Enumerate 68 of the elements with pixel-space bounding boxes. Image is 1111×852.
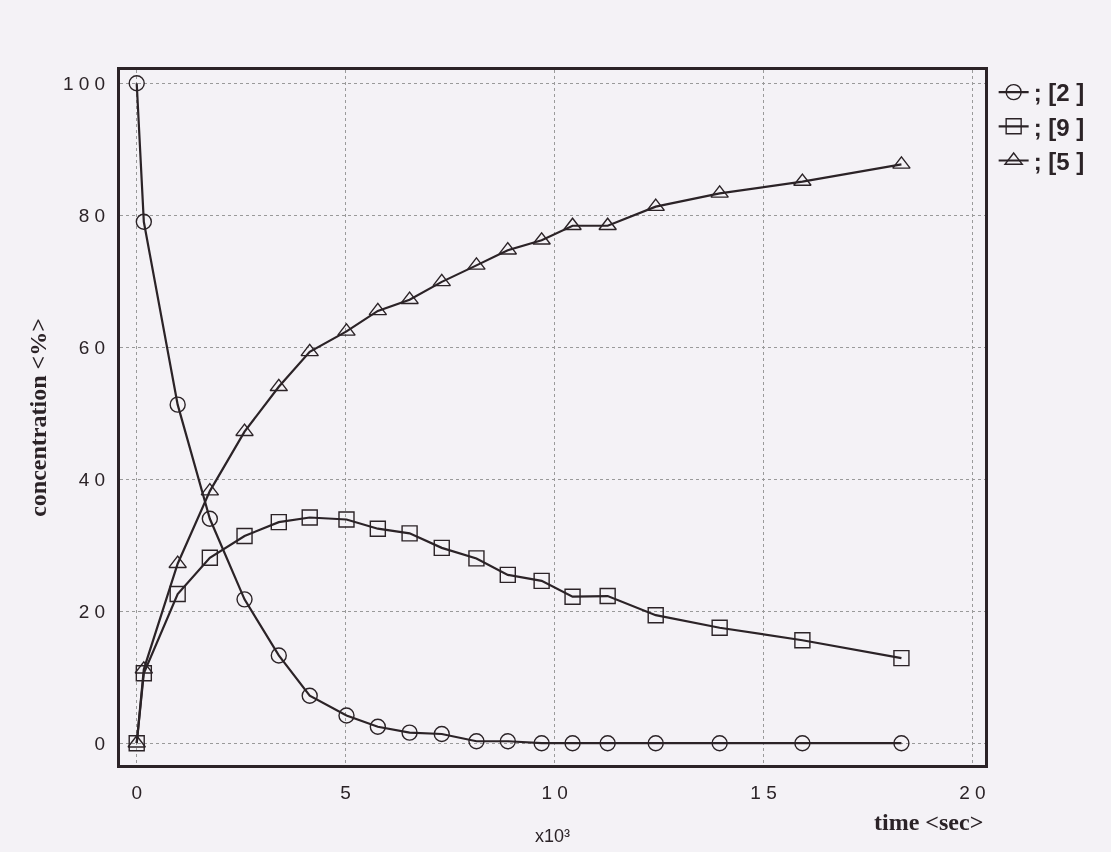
point: [368, 302, 388, 316]
y-tick-label: 8 0: [78, 204, 106, 226]
point: [646, 198, 666, 212]
point: [201, 549, 219, 566]
point: [369, 520, 387, 537]
point: [598, 217, 618, 231]
point: [498, 241, 518, 255]
point: [269, 378, 289, 392]
point: [236, 527, 253, 545]
x-tick-label: 2 0: [959, 781, 986, 803]
legend-label: ; [9 ]: [1033, 113, 1085, 141]
point: [893, 649, 910, 667]
point: [564, 735, 581, 752]
x-tick-label: 0: [131, 781, 142, 803]
legend-label: ; [5 ]: [1033, 147, 1085, 175]
point: [499, 733, 516, 750]
point: [563, 217, 582, 231]
point: [401, 525, 418, 542]
text: x10³: [535, 826, 571, 846]
point: [236, 591, 253, 608]
point: [201, 510, 219, 527]
point: [270, 513, 287, 531]
point: [135, 213, 153, 230]
point: [433, 725, 450, 743]
point: [301, 509, 318, 526]
point: [135, 665, 153, 682]
point: [647, 735, 664, 752]
point: [400, 291, 419, 305]
point: [235, 423, 254, 437]
point: [369, 718, 387, 735]
x-tick-label: 1 5: [750, 781, 777, 803]
x-axis-title: time <sec>: [874, 809, 984, 835]
point: [169, 396, 186, 413]
y-tick-label: 1 0 0: [62, 72, 106, 94]
point: [270, 647, 287, 664]
x-tick-label: 5: [340, 781, 351, 803]
point: [200, 482, 220, 496]
point: [711, 735, 728, 752]
y-axis-title: concentration <%>: [25, 318, 52, 517]
y-tick-label: 2 0: [78, 600, 106, 622]
point: [599, 735, 616, 752]
point: [794, 735, 811, 752]
point: [401, 724, 418, 741]
point: [564, 588, 581, 605]
point: [338, 707, 355, 724]
point: [499, 566, 516, 584]
point: [468, 733, 485, 750]
point: [169, 585, 186, 603]
point: [301, 687, 318, 704]
point: [893, 735, 910, 752]
point: [300, 343, 320, 357]
point: [533, 572, 550, 590]
x-tick-label: 1 0: [541, 781, 568, 803]
point: [647, 606, 664, 624]
point: [432, 273, 452, 287]
point: [794, 632, 811, 649]
point: [433, 539, 450, 557]
point: [468, 550, 485, 567]
point: [168, 555, 188, 569]
legend-label: ; [2 ]: [1033, 79, 1085, 107]
point: [599, 587, 616, 605]
y-tick-label: 0: [94, 732, 106, 754]
point: [711, 619, 728, 636]
point: [533, 735, 550, 752]
point: [128, 735, 145, 752]
y-tick-label: 6 0: [78, 336, 106, 358]
y-tick-label: 4 0: [78, 468, 106, 490]
point: [338, 511, 355, 528]
